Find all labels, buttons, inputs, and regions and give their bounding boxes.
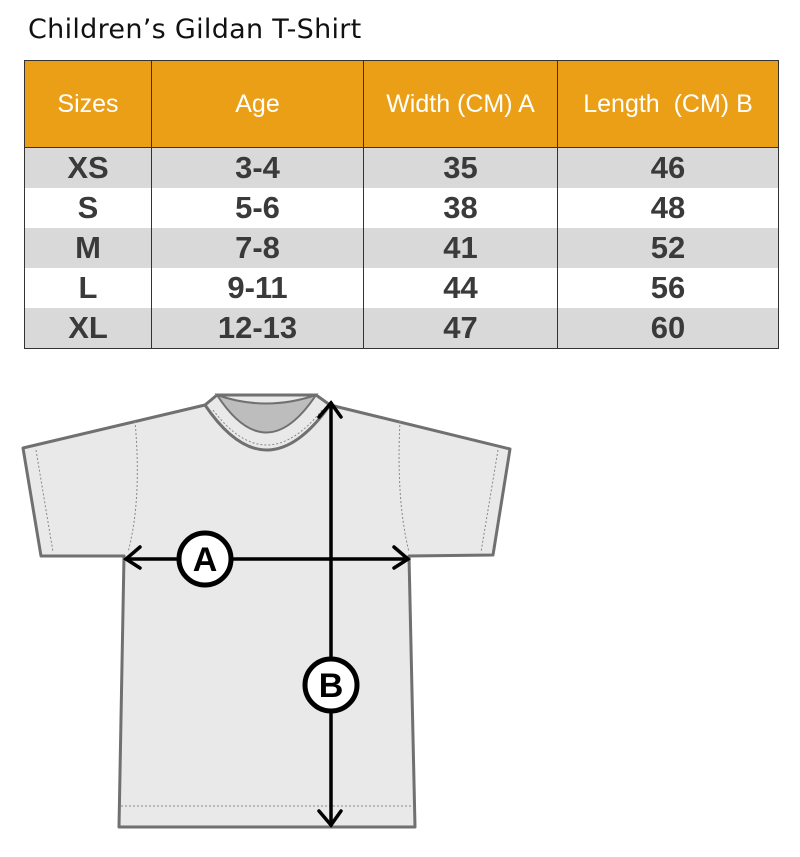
cell-size: L (24, 268, 152, 308)
cell-length: 56 (557, 268, 779, 308)
table-row: S 5-6 38 48 (24, 188, 779, 228)
tshirt-outline (21, 393, 512, 829)
page-title: Children’s Gildan T-Shirt (28, 14, 362, 45)
cell-width: 44 (363, 268, 558, 308)
cell-size: XS (24, 147, 152, 188)
header-sizes: Sizes (24, 60, 152, 148)
cell-width: 41 (363, 228, 558, 268)
table-row: XL 12-13 47 60 (24, 308, 779, 349)
header-length: Length (CM) B (557, 60, 779, 148)
cell-size: S (24, 188, 152, 228)
cell-length: 52 (557, 228, 779, 268)
cell-size: XL (24, 308, 152, 349)
header-width: Width (CM) A (363, 60, 558, 148)
table-row: L 9-11 44 56 (24, 268, 779, 308)
table-row: M 7-8 41 52 (24, 228, 779, 268)
cell-age: 12-13 (151, 308, 364, 349)
cell-length: 48 (557, 188, 779, 228)
width-arrow (123, 545, 411, 570)
length-arrow (317, 400, 343, 828)
cell-width: 38 (363, 188, 558, 228)
size-table: Sizes Age Width (CM) A Length (CM) B XS 3… (24, 60, 779, 349)
cell-length: 46 (557, 147, 779, 188)
cell-length: 60 (557, 308, 779, 349)
label-b-badge: B (302, 656, 360, 714)
cell-width: 35 (363, 147, 558, 188)
cell-age: 9-11 (151, 268, 364, 308)
label-a: A (193, 541, 218, 579)
label-b: B (319, 667, 344, 705)
cell-size: M (24, 228, 152, 268)
cell-age: 3-4 (151, 147, 364, 188)
table-row: XS 3-4 35 46 (24, 147, 779, 188)
cell-age: 5-6 (151, 188, 364, 228)
header-age: Age (151, 60, 364, 148)
table-header-row: Sizes Age Width (CM) A Length (CM) B (24, 60, 779, 148)
label-a-badge: A (176, 530, 234, 588)
cell-width: 47 (363, 308, 558, 349)
